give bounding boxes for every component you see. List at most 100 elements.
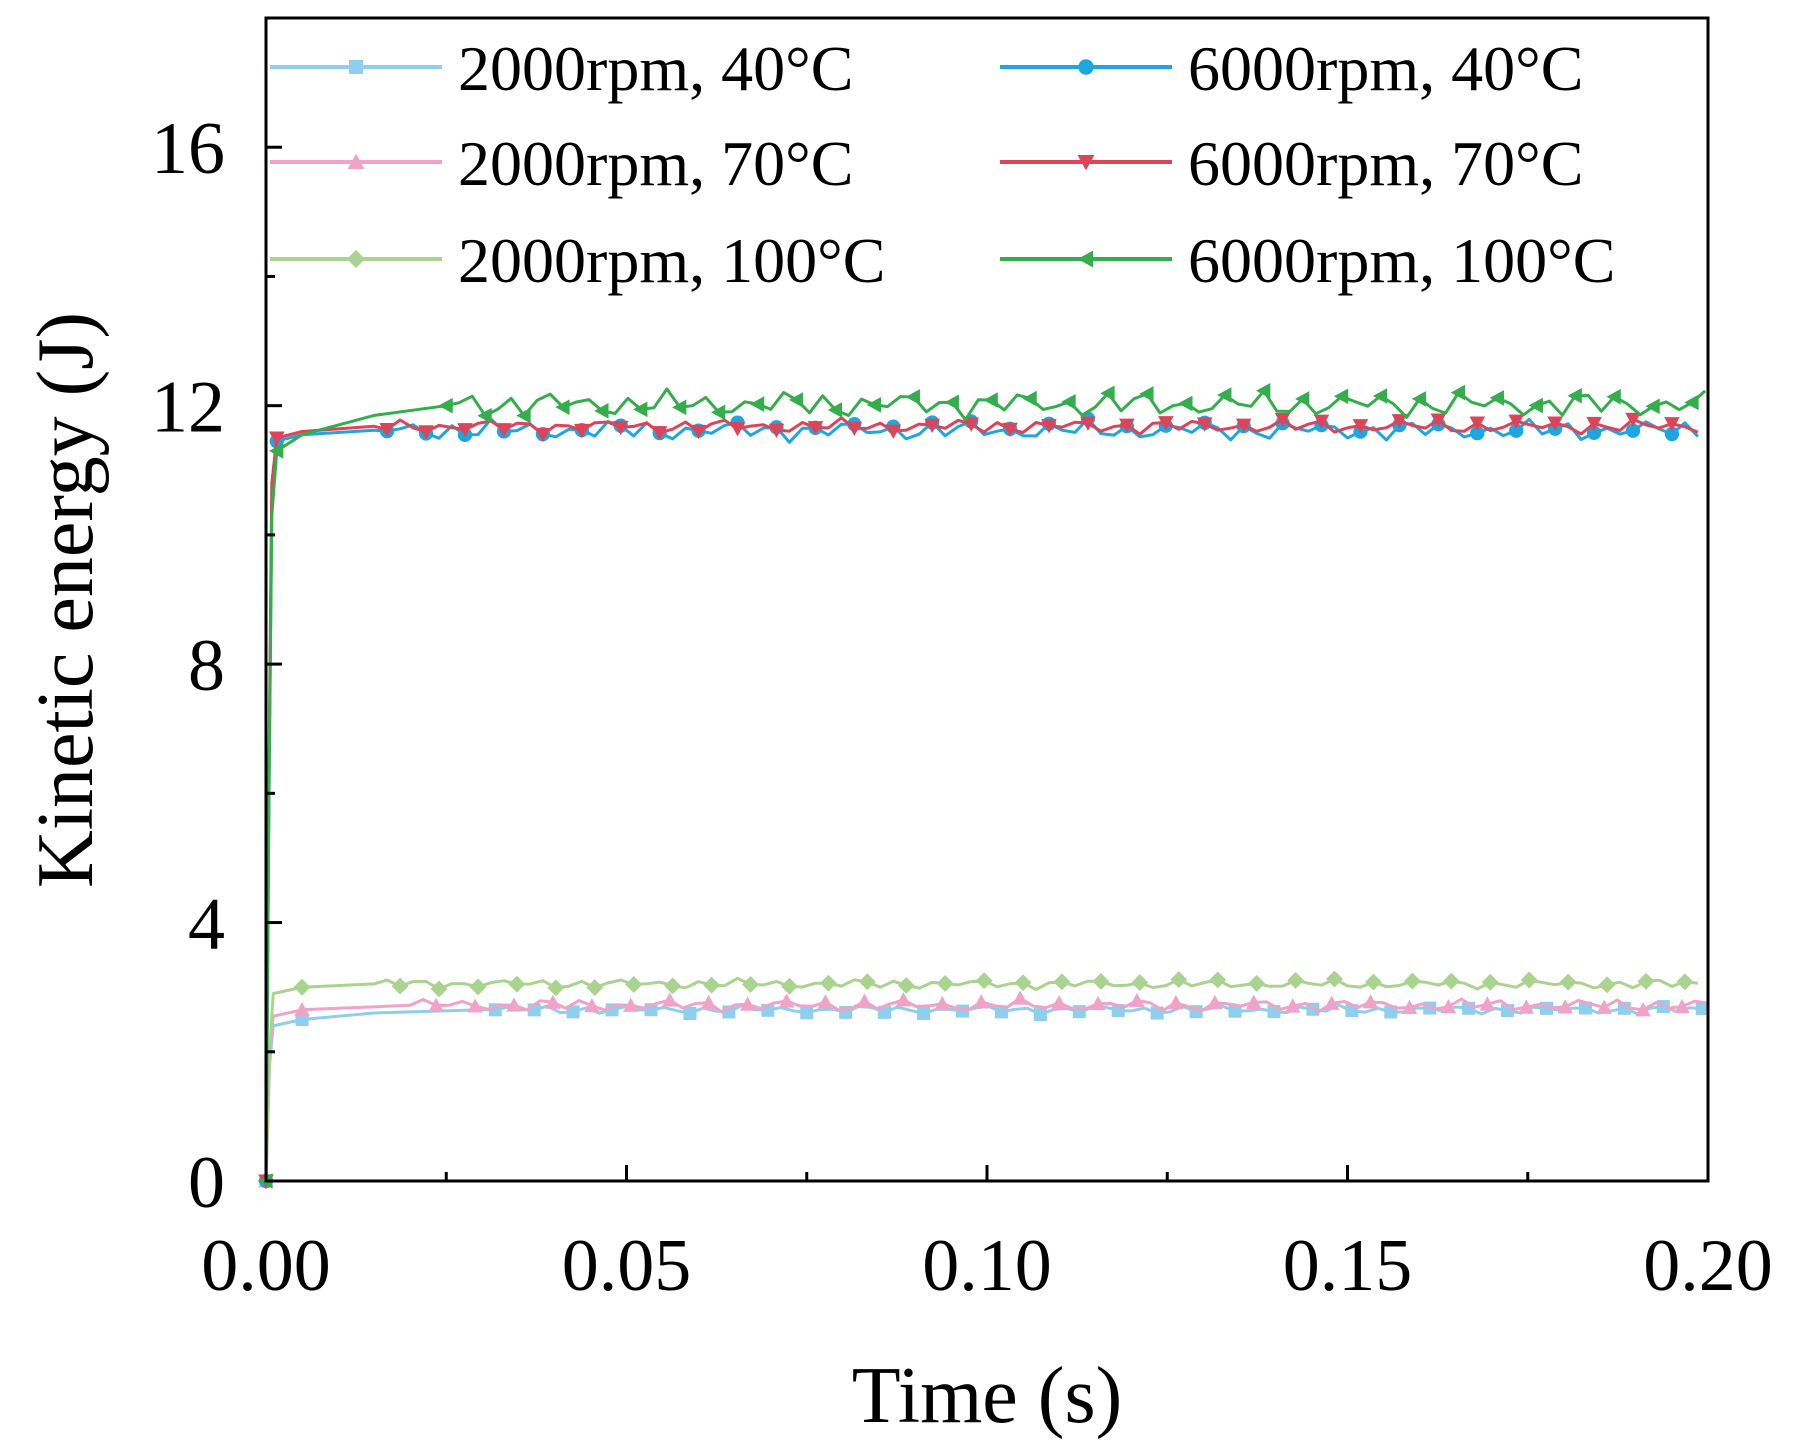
legend-item: 6000rpm, 70°C <box>1000 128 1583 199</box>
data-point <box>866 397 882 413</box>
data-point <box>1139 386 1154 402</box>
data-point <box>516 407 531 424</box>
data-point <box>1442 972 1460 990</box>
data-point <box>878 1005 892 1019</box>
data-point <box>846 421 863 437</box>
legend-label: 2000rpm, 40°C <box>458 33 853 104</box>
data-point <box>827 402 843 418</box>
data-point <box>1196 417 1213 432</box>
data-point <box>573 423 590 439</box>
data-point <box>1411 391 1427 407</box>
data-point <box>1248 974 1266 992</box>
data-point <box>788 392 804 408</box>
data-point <box>934 995 951 1011</box>
x-tick-label: 0.15 <box>1283 1225 1413 1307</box>
data-point <box>1092 972 1110 990</box>
data-point <box>586 979 604 997</box>
data-point <box>1362 994 1379 1009</box>
data-point <box>506 997 522 1012</box>
data-point <box>633 401 648 418</box>
x-tick-label: 0.00 <box>201 1225 331 1307</box>
data-point <box>780 977 798 995</box>
data-point <box>1509 423 1524 438</box>
data-point <box>1450 384 1466 401</box>
data-point <box>294 1001 310 1017</box>
data-point <box>1430 413 1447 428</box>
data-point <box>438 397 453 414</box>
data-point <box>1313 414 1330 429</box>
data-point <box>1041 419 1057 434</box>
data-point <box>703 976 721 994</box>
data-point <box>690 424 707 440</box>
data-point <box>418 425 434 440</box>
data-point <box>1664 426 1680 442</box>
legend-swatch-marker <box>1077 250 1093 268</box>
x-tick-label: 0.10 <box>922 1225 1052 1307</box>
data-point <box>269 431 285 446</box>
x-axis-label: Time (s) <box>852 1352 1122 1440</box>
ticks-layer: 0.00 0.05 0.10 0.15 0.20 0 4 8 12 16 <box>151 108 1773 1307</box>
data-point <box>1022 390 1037 407</box>
data-point <box>1635 1002 1651 1017</box>
data-point <box>739 996 756 1011</box>
data-point <box>1100 385 1115 402</box>
data-point <box>895 992 912 1007</box>
data-point <box>1567 387 1582 404</box>
data-point <box>477 407 492 424</box>
data-point <box>749 396 765 412</box>
data-point <box>817 994 834 1009</box>
data-point <box>1274 412 1291 428</box>
data-point <box>555 399 570 415</box>
data-point <box>683 1007 697 1021</box>
data-point <box>1695 1001 1709 1015</box>
data-point <box>535 428 551 443</box>
y-axis-label: Kinetic energy (J) <box>22 312 110 888</box>
data-point <box>800 1006 814 1020</box>
data-point <box>584 997 600 1013</box>
series-4 <box>258 412 1699 1189</box>
legend-label: 2000rpm, 100°C <box>458 225 885 296</box>
data-point <box>1090 995 1106 1011</box>
data-point <box>729 422 746 437</box>
y-tick-label: 12 <box>151 367 225 449</box>
legend-label: 6000rpm, 70°C <box>1188 128 1583 199</box>
data-point <box>1676 973 1694 991</box>
data-point <box>594 403 609 419</box>
data-point <box>1372 388 1388 404</box>
y-tick-label: 16 <box>151 108 225 190</box>
data-point <box>1586 416 1602 432</box>
data-point <box>1645 398 1660 415</box>
data-point <box>1528 397 1543 414</box>
data-point <box>1352 419 1369 434</box>
data-point <box>1469 416 1486 431</box>
data-point <box>1002 422 1018 438</box>
data-point <box>1323 995 1340 1010</box>
data-point <box>1489 390 1504 406</box>
data-point <box>1080 416 1096 431</box>
data-point <box>700 994 717 1010</box>
data-point <box>469 978 487 996</box>
data-point <box>1129 992 1145 1008</box>
legend-label: 6000rpm, 40°C <box>1188 33 1583 104</box>
data-point <box>1598 976 1616 994</box>
legend-label: 2000rpm, 70°C <box>458 128 853 199</box>
data-point <box>1061 393 1076 410</box>
data-point <box>379 423 395 438</box>
data-point <box>1508 414 1525 429</box>
data-point <box>1333 388 1349 405</box>
data-point <box>1170 971 1188 989</box>
data-point <box>1365 973 1382 991</box>
legend-swatch-marker <box>346 249 366 269</box>
data-point <box>1072 1005 1086 1019</box>
data-point <box>1158 416 1174 431</box>
data-point <box>897 976 915 994</box>
data-point <box>1245 994 1262 1009</box>
legend-item: 6000rpm, 100°C <box>1000 225 1615 296</box>
data-point <box>467 998 483 1013</box>
data-point <box>936 975 954 992</box>
data-point <box>1674 998 1690 1014</box>
x-tick-label: 0.05 <box>562 1225 692 1307</box>
data-point <box>1168 994 1184 1010</box>
series-1 <box>258 990 1709 1188</box>
